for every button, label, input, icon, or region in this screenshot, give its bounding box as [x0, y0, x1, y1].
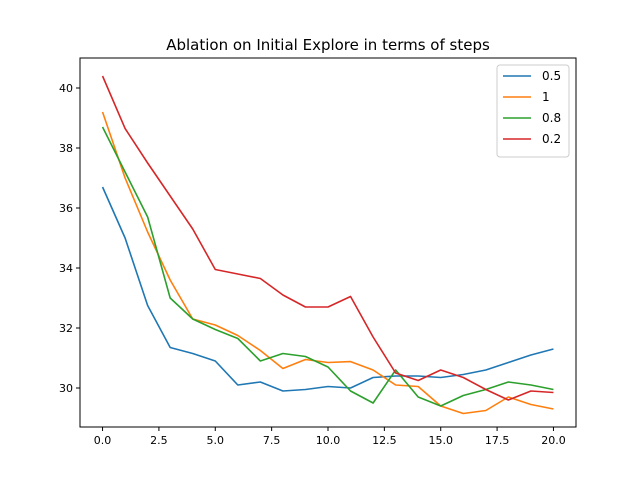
- y-tick-label: 40: [59, 82, 73, 95]
- series-layer: [101, 75, 554, 415]
- y-tick-label: 32: [59, 322, 73, 335]
- legend-box: [496, 64, 570, 158]
- chart-title: Ablation on Initial Explore in terms of …: [166, 36, 490, 54]
- series-line-2: [101, 126, 554, 407]
- x-tick-label: 15.0: [428, 434, 453, 447]
- y-tick-label: 38: [59, 142, 73, 155]
- x-tick-label: 5.0: [207, 434, 225, 447]
- x-tick-label: 10.0: [316, 434, 341, 447]
- y-axis: 30 32 34 36 38 40: [59, 82, 80, 395]
- y-tick-label: 34: [59, 262, 73, 275]
- y-tick-label: 36: [59, 202, 73, 215]
- x-tick-label: 12.5: [372, 434, 397, 447]
- series-line-0: [101, 186, 554, 392]
- legend-label-1: 1: [542, 90, 550, 104]
- x-tick-label: 7.5: [263, 434, 281, 447]
- y-tick-label: 30: [59, 382, 73, 395]
- legend-label-0: 0.5: [542, 69, 561, 83]
- x-tick-label: 0.0: [94, 434, 112, 447]
- legend-label-2: 0.8: [542, 111, 561, 125]
- series-line-3: [101, 75, 554, 401]
- series-line-1: [101, 111, 554, 415]
- legend: 0.5 1 0.8 0.2: [496, 64, 570, 158]
- x-tick-label: 20.0: [541, 434, 566, 447]
- x-tick-label: 2.5: [150, 434, 168, 447]
- x-tick-label: 17.5: [485, 434, 510, 447]
- x-axis: 0.0 2.5 5.0 7.5 10.0 12.5 15.0 17.5 20.0: [94, 427, 566, 447]
- legend-label-3: 0.2: [542, 132, 561, 146]
